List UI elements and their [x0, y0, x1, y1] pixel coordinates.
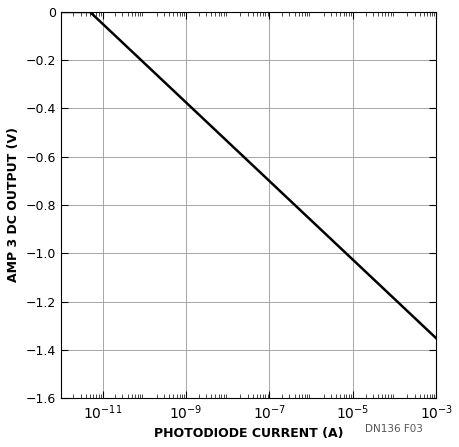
Text: DN136 F03: DN136 F03 [364, 424, 422, 434]
X-axis label: PHOTODIODE CURRENT (A): PHOTODIODE CURRENT (A) [154, 427, 342, 440]
Y-axis label: AMP 3 DC OUTPUT (V): AMP 3 DC OUTPUT (V) [7, 127, 20, 283]
